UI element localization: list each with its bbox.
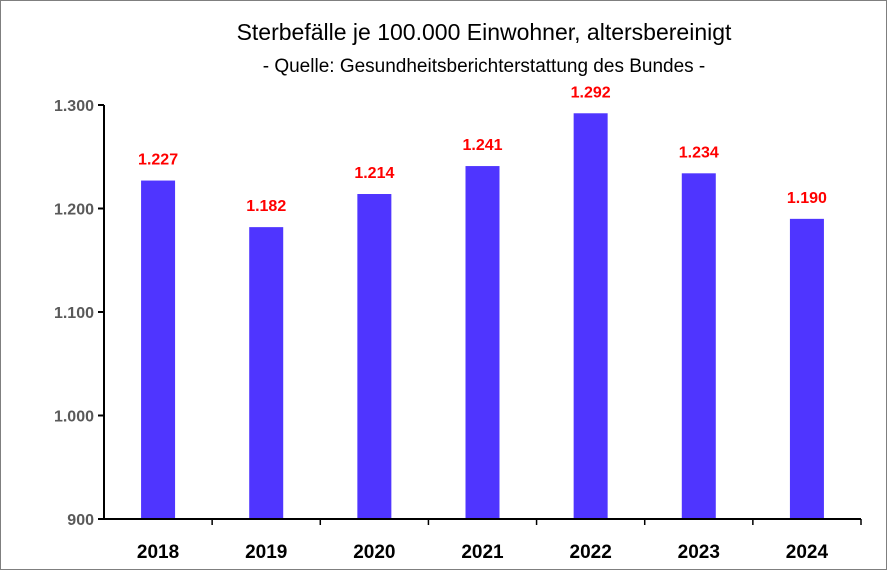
x-tick-label-2022: 2022 <box>570 542 612 563</box>
bar-2022 <box>573 113 608 519</box>
data-label-group: 1.227 1.182 1.214 1.241 1.292 1.234 1.190 <box>138 84 827 215</box>
y-axis-ticks: 900 1.000 1.100 1.200 1.300 <box>54 98 104 529</box>
x-tick-label-2023: 2023 <box>678 542 720 563</box>
data-label-2019: 1.182 <box>246 198 286 215</box>
bar-2024 <box>789 218 824 519</box>
data-label-2023: 1.234 <box>679 144 719 161</box>
bar-2021 <box>465 166 500 519</box>
y-tick-label: 900 <box>67 512 94 529</box>
data-label-2020: 1.214 <box>354 165 394 182</box>
chart-subtitle: - Quelle: Gesundheitsberichterstattung d… <box>263 56 706 77</box>
x-tick-label-2020: 2020 <box>353 542 395 563</box>
data-label-2018: 1.227 <box>138 152 178 169</box>
data-label-2024: 1.190 <box>787 190 827 207</box>
bar-2020 <box>357 194 392 519</box>
bar-2018 <box>141 180 176 519</box>
x-tick-label-2021: 2021 <box>461 542 504 563</box>
x-tick-label-2018: 2018 <box>137 542 179 563</box>
x-tick-label-2019: 2019 <box>245 542 287 563</box>
y-tick-label: 1.200 <box>54 202 94 219</box>
x-tick-label-2024: 2024 <box>786 542 829 563</box>
data-label-2022: 1.292 <box>571 84 611 101</box>
y-tick-label: 1.100 <box>54 305 94 322</box>
bar-2019 <box>249 227 284 519</box>
data-label-2021: 1.241 <box>462 137 502 154</box>
bar-2023 <box>681 173 716 519</box>
y-tick-label: 1.000 <box>54 409 94 426</box>
bar-group <box>141 113 824 519</box>
y-tick-label: 1.300 <box>54 98 94 115</box>
x-axis-ticks: 2018 2019 2020 2021 2022 2023 2024 <box>137 519 862 563</box>
chart-title: Sterbefälle je 100.000 Einwohner, alters… <box>237 19 732 45</box>
